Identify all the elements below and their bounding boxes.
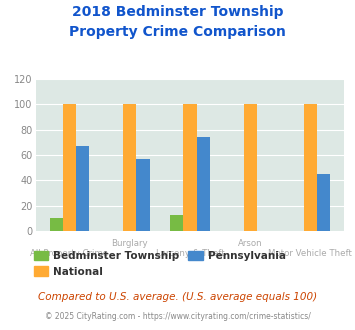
Bar (304, 105, 317, 231)
Text: Burglary: Burglary (111, 239, 148, 248)
Text: Property Crime Comparison: Property Crime Comparison (69, 25, 286, 39)
Text: 2018 Bedminster Township: 2018 Bedminster Township (72, 5, 283, 19)
Bar (317, 174, 330, 231)
Bar (50, 218, 63, 231)
Bar (123, 105, 136, 231)
Bar (76, 146, 89, 231)
Text: © 2025 CityRating.com - https://www.cityrating.com/crime-statistics/: © 2025 CityRating.com - https://www.city… (45, 312, 310, 321)
Bar (63, 105, 76, 231)
Legend: Bedminster Township, National, Pennsylvania: Bedminster Township, National, Pennsylva… (34, 251, 286, 277)
Text: All Property Crime: All Property Crime (31, 249, 109, 258)
Bar (136, 159, 149, 231)
Bar (170, 214, 183, 231)
Bar (183, 105, 197, 231)
Bar (244, 105, 257, 231)
Text: Compared to U.S. average. (U.S. average equals 100): Compared to U.S. average. (U.S. average … (38, 292, 317, 302)
Text: Arson: Arson (238, 239, 262, 248)
Bar (197, 137, 210, 231)
Text: Motor Vehicle Theft: Motor Vehicle Theft (268, 249, 353, 258)
Text: Larceny & Theft: Larceny & Theft (155, 249, 224, 258)
